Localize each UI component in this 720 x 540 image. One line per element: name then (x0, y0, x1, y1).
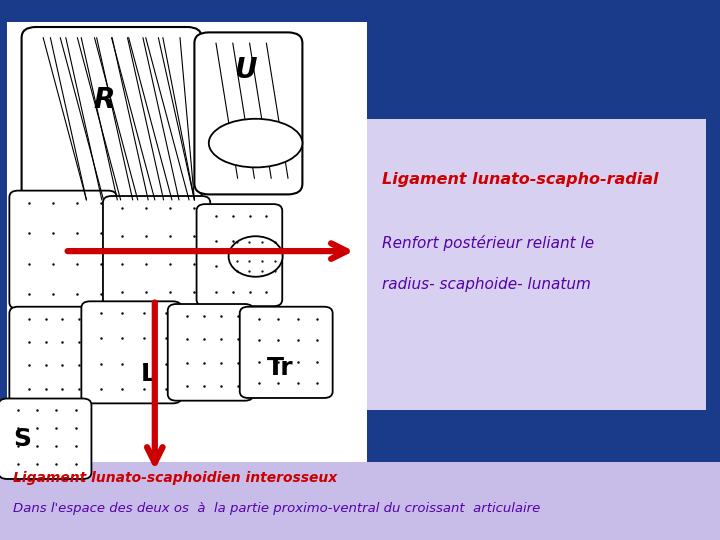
Text: R: R (94, 86, 115, 114)
Text: U: U (234, 56, 256, 84)
FancyBboxPatch shape (0, 399, 91, 479)
FancyBboxPatch shape (7, 22, 367, 475)
FancyBboxPatch shape (367, 119, 706, 410)
Text: Renfort postérieur reliant le: Renfort postérieur reliant le (382, 235, 594, 252)
Text: Dans l'espace des deux os  à  la partie proximo-ventral du croissant  articulair: Dans l'espace des deux os à la partie pr… (13, 502, 540, 515)
Text: L: L (140, 362, 156, 386)
Text: Ligament lunato-scaphoidien interosseux: Ligament lunato-scaphoidien interosseux (13, 471, 337, 485)
FancyBboxPatch shape (0, 462, 720, 540)
FancyBboxPatch shape (168, 304, 253, 401)
FancyBboxPatch shape (240, 307, 333, 398)
FancyBboxPatch shape (9, 307, 95, 403)
Text: S: S (13, 427, 31, 450)
FancyBboxPatch shape (22, 27, 202, 216)
FancyBboxPatch shape (9, 191, 117, 309)
FancyBboxPatch shape (81, 301, 181, 403)
FancyBboxPatch shape (194, 32, 302, 194)
Text: Tr: Tr (266, 356, 293, 380)
Ellipse shape (209, 119, 302, 167)
Text: radius- scaphoide- lunatum: radius- scaphoide- lunatum (382, 277, 590, 292)
Text: Ligament lunato-scapho-radial: Ligament lunato-scapho-radial (382, 172, 658, 187)
FancyBboxPatch shape (197, 204, 282, 306)
Ellipse shape (229, 237, 283, 276)
FancyBboxPatch shape (103, 196, 210, 306)
